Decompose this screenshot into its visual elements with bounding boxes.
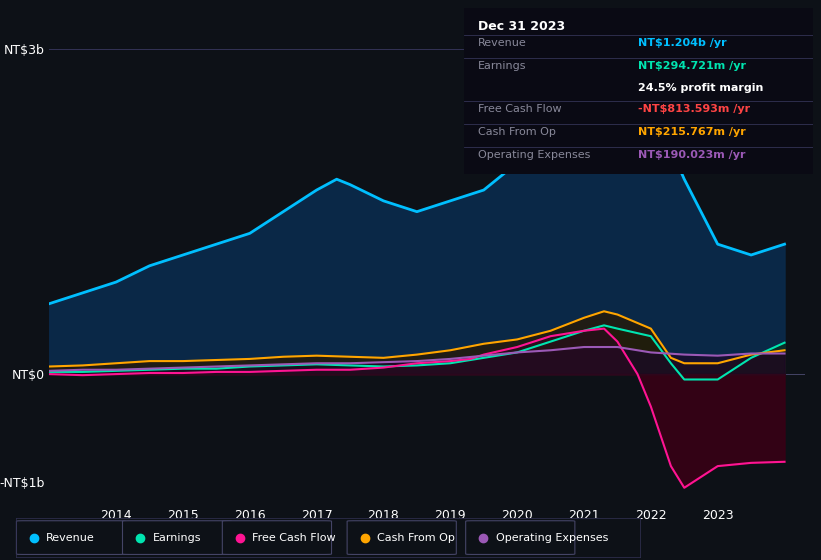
Text: NT$215.767m /yr: NT$215.767m /yr — [639, 127, 746, 137]
Text: Dec 31 2023: Dec 31 2023 — [478, 20, 565, 33]
Text: Free Cash Flow: Free Cash Flow — [252, 533, 336, 543]
Text: NT$1.204b /yr: NT$1.204b /yr — [639, 38, 727, 48]
Text: NT$294.721m /yr: NT$294.721m /yr — [639, 61, 746, 71]
FancyBboxPatch shape — [222, 521, 332, 554]
Text: Free Cash Flow: Free Cash Flow — [478, 104, 562, 114]
Text: Cash From Op: Cash From Op — [377, 533, 455, 543]
FancyBboxPatch shape — [16, 521, 126, 554]
Text: 24.5% profit margin: 24.5% profit margin — [639, 83, 764, 93]
FancyBboxPatch shape — [122, 521, 232, 554]
Text: Cash From Op: Cash From Op — [478, 127, 556, 137]
Text: Earnings: Earnings — [478, 61, 526, 71]
Text: -NT$813.593m /yr: -NT$813.593m /yr — [639, 104, 750, 114]
Text: Operating Expenses: Operating Expenses — [478, 151, 590, 161]
FancyBboxPatch shape — [466, 521, 575, 554]
Text: NT$190.023m /yr: NT$190.023m /yr — [639, 151, 745, 161]
Text: Revenue: Revenue — [478, 38, 526, 48]
Text: Operating Expenses: Operating Expenses — [496, 533, 608, 543]
FancyBboxPatch shape — [347, 521, 456, 554]
Text: Revenue: Revenue — [46, 533, 95, 543]
Text: Earnings: Earnings — [153, 533, 201, 543]
